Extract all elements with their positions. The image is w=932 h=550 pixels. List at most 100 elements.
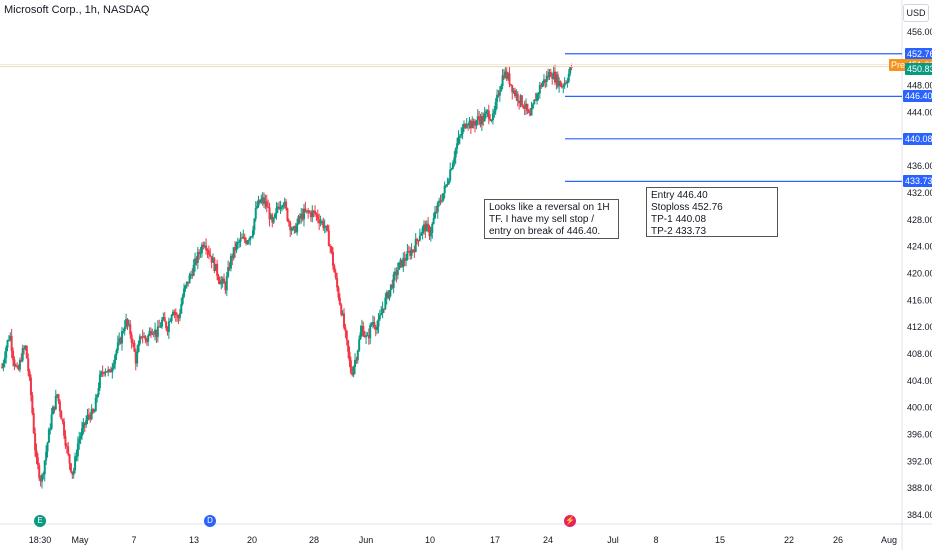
candle-body [369, 325, 372, 339]
candle-body [240, 237, 243, 239]
candle-body [267, 206, 270, 208]
candle-body [540, 85, 543, 87]
candle-body [94, 397, 97, 412]
candle-body [399, 259, 402, 263]
candle-body [14, 365, 17, 367]
candle-body [223, 278, 226, 284]
candle-body [475, 120, 478, 126]
candle-body [145, 339, 148, 342]
candle-body [420, 233, 423, 236]
candle-body [344, 327, 347, 331]
candle-body [272, 217, 275, 223]
candle-body [156, 326, 159, 337]
candle-body [323, 226, 326, 228]
candle-body [16, 365, 19, 367]
candle-body [443, 185, 446, 194]
candle-body [542, 79, 545, 84]
candle-body [198, 252, 201, 254]
candle-body [118, 338, 121, 343]
candle-body [105, 371, 108, 373]
chart-title[interactable]: Microsoft Corp., 1h, NASDAQ [4, 4, 150, 16]
candle-body [326, 225, 329, 231]
candle-body [67, 446, 70, 455]
annotation-trade-levels[interactable]: Entry 446.40 Stoploss 452.76 TP-1 440.08… [646, 187, 778, 237]
candle-body [303, 208, 306, 220]
candle-body [38, 465, 41, 479]
candle-body [469, 120, 472, 129]
candle-body [384, 297, 387, 309]
candle-body [432, 218, 435, 224]
candle-body [341, 313, 344, 315]
candle-body [351, 372, 354, 375]
pre-market-badge: Pre [889, 59, 908, 72]
earnings-icon[interactable]: E [34, 515, 46, 527]
y-tick-label: 396.00 [907, 430, 932, 440]
candle-body [87, 414, 90, 416]
dividend-icon[interactable]: D [204, 515, 216, 527]
candle-body [348, 351, 351, 361]
candle-body [354, 359, 357, 367]
candle-body [496, 94, 499, 102]
candle-body [47, 429, 50, 443]
candle-body [474, 124, 477, 126]
candle-body [516, 93, 519, 102]
candle-body [418, 235, 421, 241]
candle-body [476, 116, 479, 121]
candle-body [229, 255, 232, 269]
candle-body [127, 324, 130, 326]
candle-body [12, 350, 15, 360]
y-tick-label: 412.00 [907, 322, 932, 332]
candle-body [25, 345, 28, 359]
candle-body [104, 371, 107, 373]
candle-body [54, 395, 57, 410]
x-tick-label: 20 [247, 535, 257, 545]
candle-body [478, 116, 481, 120]
candle-body [461, 128, 464, 135]
candle-body [336, 278, 339, 288]
candle-body [265, 201, 268, 207]
y-tick-label: 388.00 [907, 483, 932, 493]
candle-body [370, 323, 373, 326]
candle-body [280, 206, 283, 208]
candle-body [196, 252, 199, 263]
currency-button[interactable]: USD [903, 4, 929, 22]
candle-body [235, 243, 238, 251]
candle-body [402, 257, 405, 267]
candle-body [120, 331, 123, 344]
candle-body [72, 470, 75, 475]
candle-body [138, 336, 141, 344]
candle-body [536, 93, 539, 101]
candle-body [6, 340, 9, 348]
candle-body [307, 210, 310, 213]
candle-body [268, 207, 271, 220]
candle-body [188, 275, 191, 284]
candle-body [162, 317, 165, 320]
candle-body [509, 84, 512, 86]
candle-body [522, 105, 525, 108]
candle-body [213, 258, 216, 271]
candle-body [479, 119, 482, 125]
candle-body [436, 202, 439, 212]
candle-body [258, 199, 261, 203]
y-tick-label: 432.00 [907, 188, 932, 198]
candle-body [24, 345, 27, 349]
x-tick-label: 22 [784, 535, 794, 545]
candle-body [203, 245, 206, 247]
candle-body [549, 72, 552, 77]
stoploss-price-tag: 452.76 [905, 47, 932, 60]
candle-body [359, 332, 362, 340]
candle-body [21, 348, 24, 361]
lightning-icon[interactable]: ⚡ [564, 515, 576, 527]
candle-body [515, 93, 518, 97]
candle-body [541, 83, 544, 87]
candle-body [398, 262, 401, 270]
candle-body [205, 245, 208, 250]
candle-body [211, 258, 214, 263]
candle-body [371, 322, 374, 324]
candle-body [569, 66, 572, 74]
candle-body [78, 438, 81, 444]
annotation-reversal-note[interactable]: Looks like a reversal on 1H TF. I have m… [484, 199, 619, 239]
candle-body [247, 240, 250, 242]
candle-body [468, 120, 471, 125]
